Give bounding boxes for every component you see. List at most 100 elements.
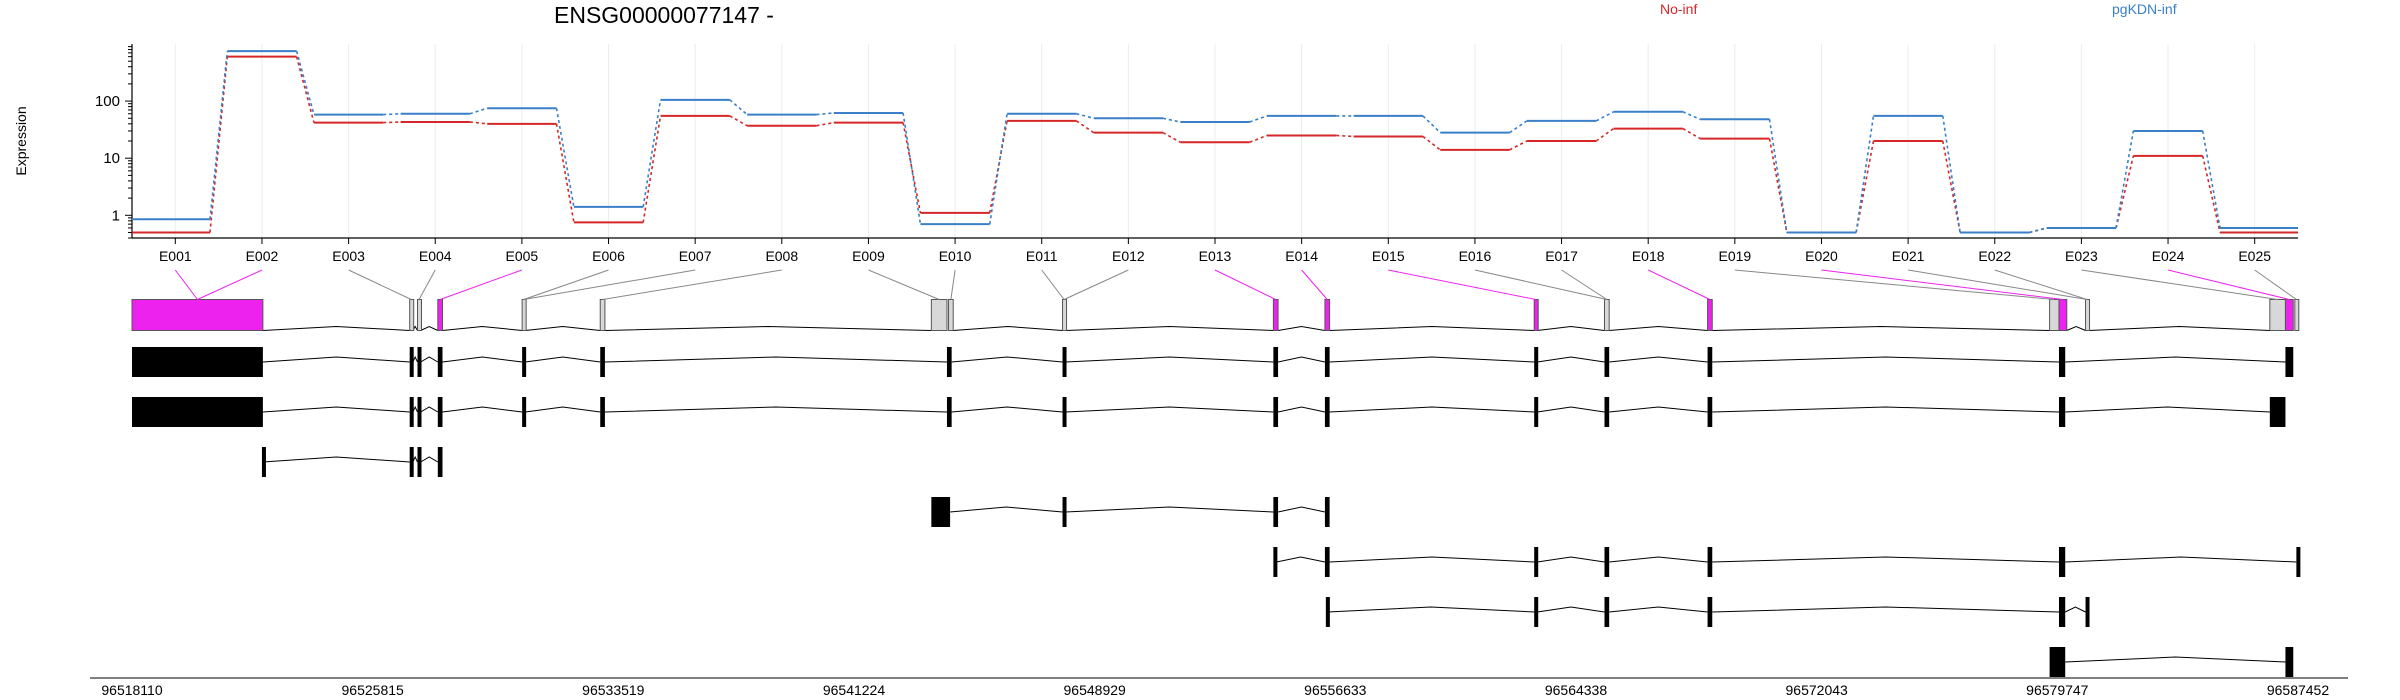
transcript-exon (1604, 347, 1610, 377)
exon-bin-E009 (1062, 299, 1068, 331)
transcript-intron (2065, 606, 2086, 613)
exon-bin-E015 (2049, 299, 2060, 331)
transcript-intron (1065, 506, 1274, 513)
transcript-intron (525, 406, 601, 413)
series-pgkdn-inf-connector (209, 51, 229, 220)
transcript-intron (1277, 406, 1326, 413)
bin-connector-line (602, 269, 782, 300)
series-pgkdn-inf-connector (1076, 112, 1094, 120)
exon-bin-E007 (930, 299, 948, 331)
series-pgkdn-inf-connector (469, 107, 488, 115)
transcript-intron (1537, 356, 1605, 363)
series-no-inf-connector (2115, 155, 2135, 229)
x-tick-label: E005 (506, 248, 539, 264)
series-no-inf-connector (2201, 155, 2221, 233)
transcript-exon (2285, 647, 2294, 677)
transcript-exon (2058, 597, 2066, 627)
bin-connector-line (1821, 269, 2063, 300)
bin-connector-line (197, 269, 263, 300)
x-tick-label: E022 (1978, 248, 2011, 264)
transcript-exon (1324, 347, 1330, 377)
intron-line (1537, 325, 1605, 331)
transcript-intron (1712, 606, 2059, 613)
exon-bin-E017 (2085, 299, 2091, 331)
bin-connector-line (439, 269, 523, 300)
transcript-intron (1277, 356, 1326, 363)
transcript-exon (1325, 597, 1330, 627)
transcript-exon (2058, 397, 2066, 427)
series-no-inf-connector (383, 121, 401, 124)
transcript-intron (1609, 606, 1708, 613)
transcript-exon (1324, 547, 1330, 577)
exon-bin-E016 (2058, 299, 2068, 331)
bin-connector-line (1647, 269, 1711, 300)
series-no-inf-connector (469, 121, 488, 125)
transcript-intron (442, 406, 523, 413)
series-no-inf-connector (1595, 127, 1615, 142)
transcript-intron (1329, 556, 1535, 563)
transcript-intron (950, 506, 1063, 513)
transcript-intron (2065, 356, 2286, 363)
transcript-exon (2285, 347, 2294, 377)
bin-connector-line (348, 269, 412, 300)
transcript-exon (1062, 347, 1067, 377)
series-pgkdn-inf-connector (902, 112, 922, 225)
transcript-exon (2296, 547, 2301, 577)
exon-bin-E020 (2294, 299, 2300, 331)
transcript-intron (262, 406, 410, 413)
transcript-exon (1062, 497, 1067, 527)
exon-bin-E008 (948, 299, 954, 331)
bin-connector-line (950, 269, 956, 300)
exon-bin-E002 (409, 299, 415, 331)
genomic-coordinate-label: 96556633 (1304, 682, 1367, 698)
transcript-exon (522, 397, 527, 427)
transcript-intron (262, 456, 410, 463)
series-no-inf-connector (1422, 135, 1441, 151)
exon-bin-E001 (131, 299, 264, 331)
series-no-inf-connector (295, 56, 315, 123)
transcript-intron (1609, 556, 1708, 563)
transcript-intron (2065, 556, 2297, 563)
chart-title: ENSG00000077147 - (554, 2, 774, 28)
transcript-exon (417, 447, 422, 477)
genomic-coordinate-label: 96564338 (1545, 682, 1608, 698)
series-pgkdn-inf-connector (988, 113, 1008, 225)
bin-connector-line (2254, 269, 2297, 300)
intron-line (2066, 325, 2086, 331)
intron-line (1712, 325, 2050, 331)
series-pgkdn-inf-connector (1595, 111, 1614, 122)
genomic-coordinate-label: 96579747 (2026, 682, 2089, 698)
x-tick-label: E012 (1112, 248, 1145, 264)
genomic-coordinate-label: 96518110 (101, 682, 162, 698)
legend-entry-pgkdn-inf: pgKDN-inf (2112, 1, 2177, 17)
series-no-inf-connector (1336, 134, 1354, 138)
series-no-inf-connector (1075, 120, 1095, 134)
genomic-coordinate-label: 96548929 (1064, 682, 1127, 698)
transcript-exon (2049, 647, 2066, 677)
transcript-exon (1604, 547, 1610, 577)
transcript-exon (2058, 547, 2066, 577)
bin-connector-line (1734, 269, 2055, 300)
bin-connector-line (1561, 269, 1608, 300)
series-pgkdn-inf-connector (1422, 115, 1441, 134)
x-tick-label: E021 (1892, 248, 1925, 264)
transcript-exon (946, 397, 952, 427)
y-axis-label: Expression (13, 106, 29, 175)
bin-connector-line (1388, 269, 1536, 300)
transcript-exon (1273, 397, 1279, 427)
transcript-exon (437, 447, 443, 477)
transcript-exon (1707, 597, 1713, 627)
series-no-inf-connector (988, 120, 1008, 214)
y-tick-label: 10 (103, 150, 120, 167)
exon-bin-E014 (1707, 299, 1713, 331)
transcript-exon (261, 447, 266, 477)
transcript-exon (600, 347, 605, 377)
transcript-exon (2058, 347, 2066, 377)
series-pgkdn-inf-connector (729, 99, 748, 116)
transcript-intron (1329, 356, 1535, 363)
transcript-exon (409, 347, 414, 377)
transcript-intron (1327, 606, 1535, 613)
series-pgkdn-inf-connector (642, 99, 662, 208)
transcript-intron (1277, 506, 1326, 513)
transcript-intron (604, 356, 947, 363)
